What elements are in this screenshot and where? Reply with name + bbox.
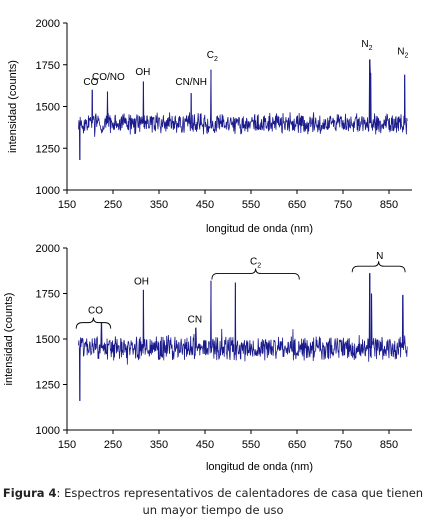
peak-annotation: N2: [361, 39, 372, 52]
x-tick-label: 150: [58, 439, 76, 451]
y-tick-label: 1250: [36, 143, 60, 155]
y-tick-label: 2000: [36, 243, 60, 255]
species-bracket: [351, 261, 406, 273]
x-tick-label: 550: [242, 199, 260, 211]
y-tick-label: 2000: [36, 18, 60, 30]
annotation-subscript: 2: [257, 262, 261, 269]
x-tick-label: 850: [380, 199, 398, 211]
y-axis-label: intensidad (counts): [3, 293, 15, 386]
spectrum-series: [78, 273, 408, 401]
peak-annotation: CO/NO: [92, 72, 125, 83]
spectrum-chart-bottom: 1000 1250 1500 1750 2000 150 250 350 450 550 650 75…: [3, 243, 412, 473]
peak-annotation: N2: [397, 47, 408, 60]
y-tick-label: 1000: [36, 185, 60, 197]
x-tick-label: 750: [334, 439, 352, 451]
species-bracket: [211, 268, 300, 280]
y-tick-label: 1500: [36, 102, 60, 114]
peak-annotation: CN: [188, 315, 202, 326]
x-tick-label: 550: [242, 439, 260, 451]
figure-caption: Figura 4: Espectros representativos de c…: [0, 485, 426, 519]
y-tick-label: 1750: [36, 289, 60, 301]
spectrum-series: [78, 59, 408, 160]
x-tick-label: 150: [58, 199, 76, 211]
x-tick-label: 850: [380, 439, 398, 451]
y-tick-label: 1000: [36, 425, 60, 437]
x-tick-label: 450: [196, 439, 214, 451]
x-tick-label: 250: [104, 199, 122, 211]
x-tick-label: 350: [150, 439, 168, 451]
peak-annotation: OH: [135, 67, 150, 78]
spectrum-chart-top: 1000 1250 1500 1750 2000 150 250 350 450 550 650 75…: [7, 18, 412, 235]
peak-annotation: CN/NH: [175, 77, 207, 88]
peak-annotation: CO: [88, 306, 103, 317]
peak-annotation: C2: [207, 50, 218, 63]
y-tick-label: 1750: [36, 60, 60, 72]
annotation-subscript: 2: [369, 45, 373, 52]
peak-annotation: N: [376, 251, 383, 262]
peak-annotation: C2: [250, 256, 261, 269]
x-tick-label: 750: [334, 199, 352, 211]
species-bracket: [75, 317, 112, 329]
peak-annotation: CO: [83, 77, 98, 88]
x-tick-label: 650: [288, 439, 306, 451]
x-axis-label: longitud de onda (nm): [206, 223, 313, 235]
annotation-subscript: 2: [214, 56, 218, 63]
caption-text: : Espectros representativos de calentado…: [56, 486, 424, 517]
x-axis-label: longitud de onda (nm): [206, 461, 313, 473]
x-tick-label: 650: [288, 199, 306, 211]
annotation-subscript: 2: [404, 53, 408, 60]
y-axis-label: intensidad (counts): [7, 60, 19, 153]
x-tick-label: 250: [104, 439, 122, 451]
x-tick-label: 350: [150, 199, 168, 211]
peak-annotation: OH: [134, 276, 149, 287]
y-tick-label: 1500: [36, 334, 60, 346]
caption-label: Figura 4: [2, 486, 57, 500]
y-tick-label: 1250: [36, 380, 60, 392]
x-tick-label: 450: [196, 199, 214, 211]
